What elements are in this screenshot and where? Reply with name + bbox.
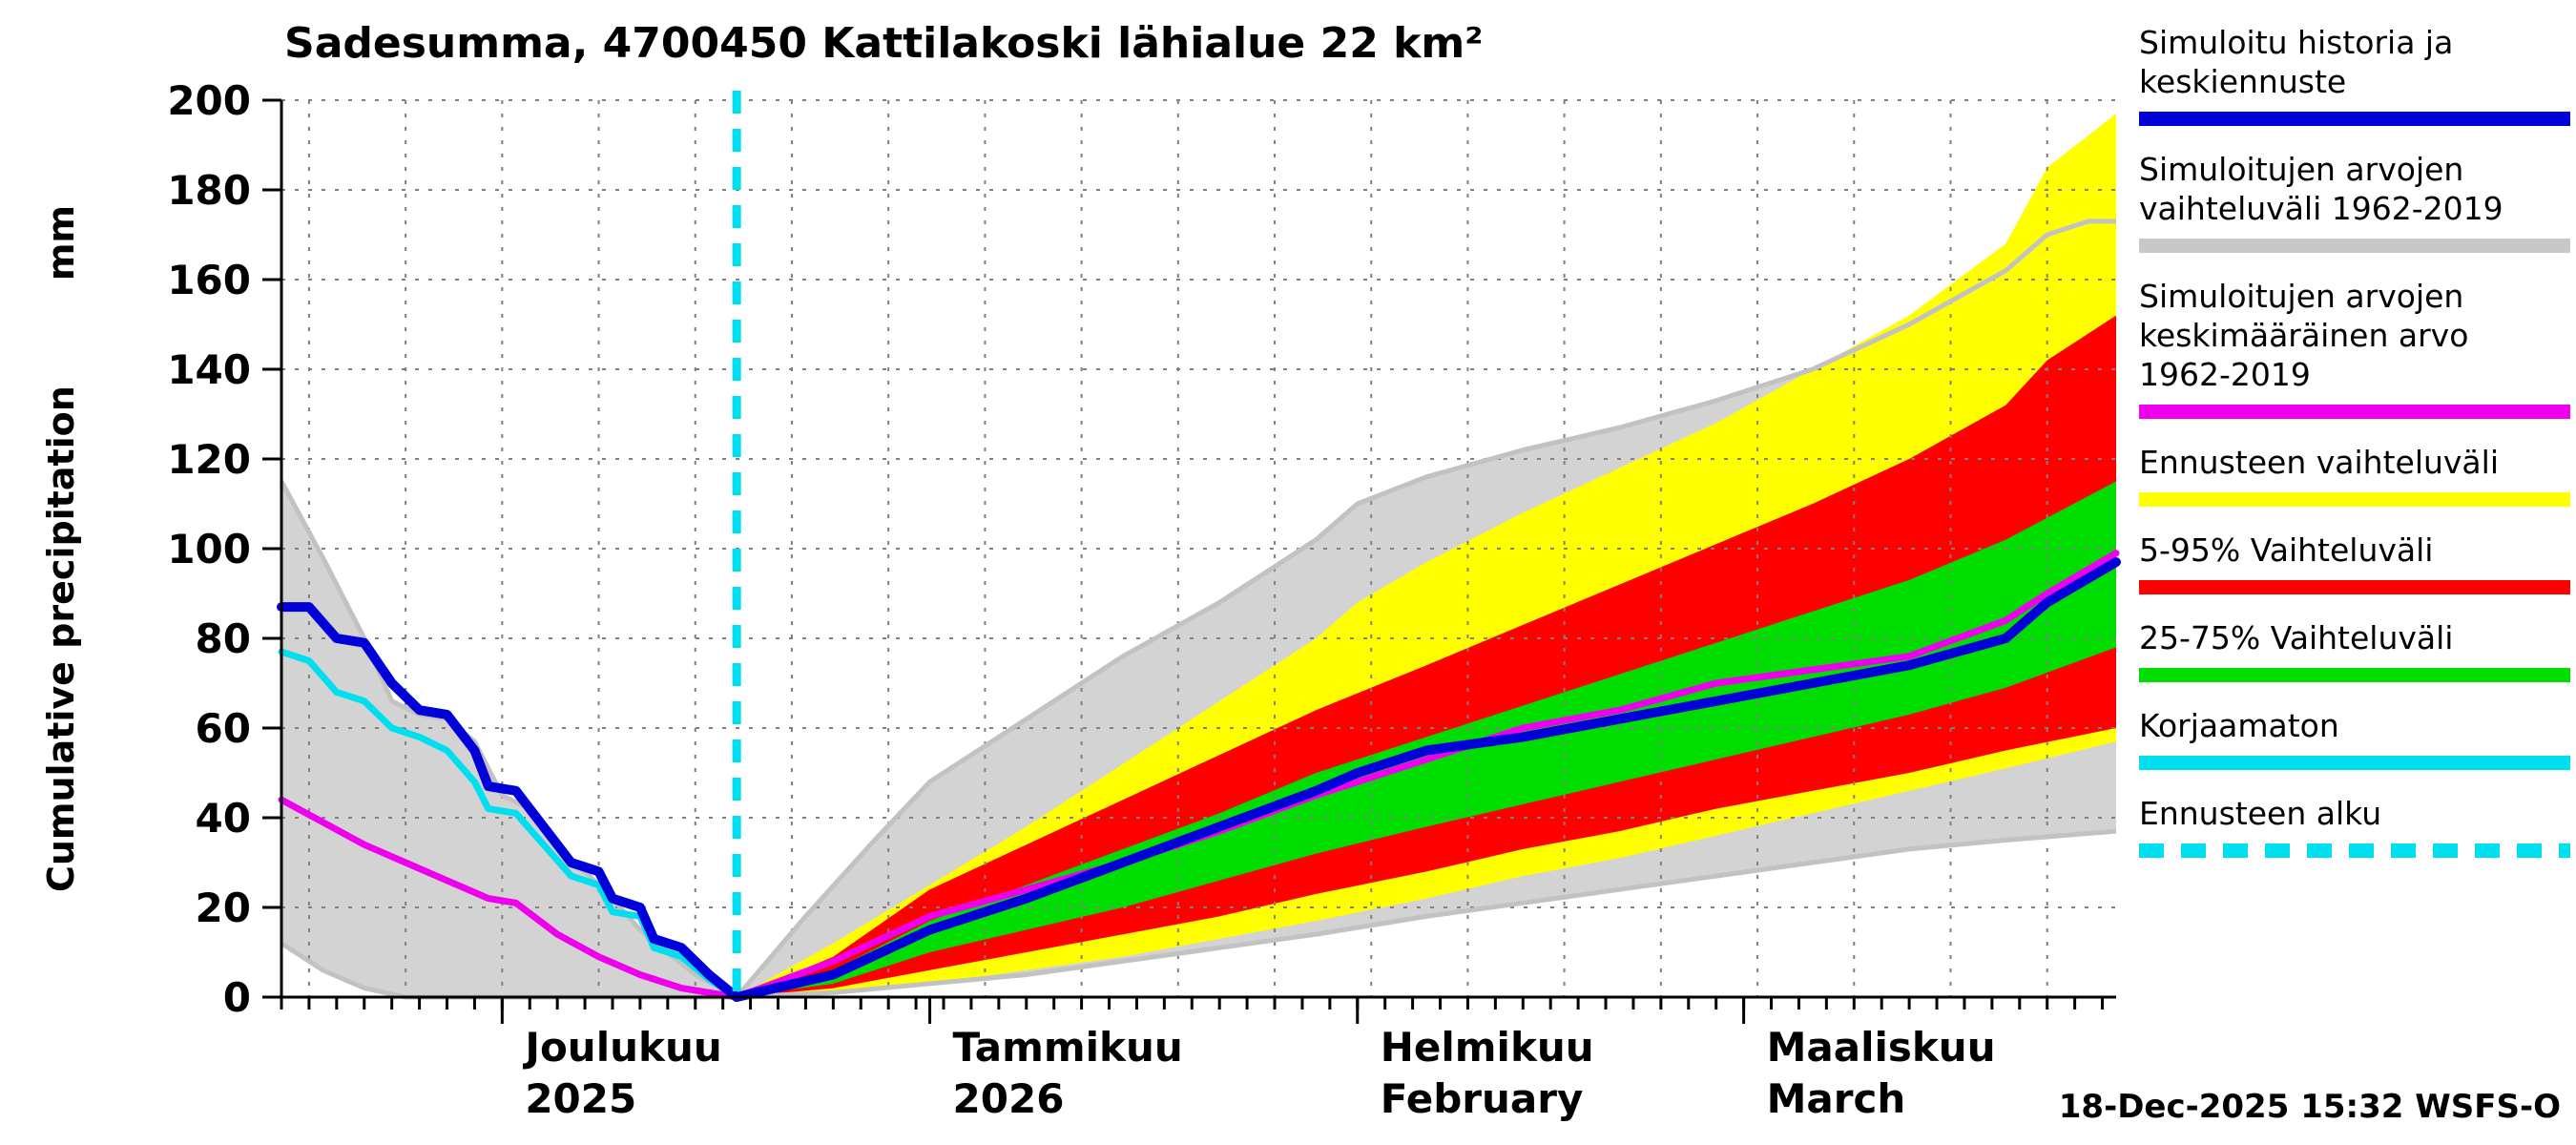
band-range-5-95 [737,315,2116,998]
y-tick-label: 180 [167,167,251,214]
legend-label-simulated-history: Simuloitu historia ja keskiennuste [2139,24,2454,100]
legend-label-range-25-75: 25-75% Vaihteluväli [2139,619,2454,656]
legend-item-simulated-range: Simuloitujen arvojen vaihteluväli 1962-2… [2139,150,2570,253]
line-simulated-mean [278,550,2120,1001]
month-sublabel-2025: 2025 [525,1075,636,1122]
legend-swatch-simulated-history [2139,112,2570,126]
series-lines [277,91,2121,1002]
legend-label-forecast-range: Ennusteen vaihteluväli [2139,444,2499,481]
y-tick-label: 80 [196,615,251,662]
month-sublabel-March: March [1767,1075,1906,1122]
legend-label-simulated-range: Simuloitujen arvojen vaihteluväli 1962-2… [2139,151,2503,227]
legend-label-range-5-95: 5-95% Vaihteluväli [2139,531,2434,569]
legend-swatch-range-5-95 [2139,580,2570,594]
month-label-Helmikuu: Helmikuu [1381,1024,1594,1071]
y-tick-label: 40 [196,795,251,842]
month-sublabel-February: February [1381,1075,1584,1122]
line-simulated-history [277,557,2121,1002]
legend-item-range-25-75: 25-75% Vaihteluväli [2139,618,2570,682]
legend-item-simulated-mean: Simuloitujen arvojen keskimääräinen arvo… [2139,277,2570,419]
y-tick-label: 120 [167,436,251,483]
month-sublabel-2026: 2026 [953,1075,1065,1122]
timestamp: 18-Dec-2025 15:32 WSFS-O [2058,1088,2561,1126]
legend-item-range-5-95: 5-95% Vaihteluväli [2139,531,2570,594]
gridlines [281,99,2116,997]
month-label-Tammikuu: Tammikuu [953,1024,1183,1071]
legend-swatch-forecast-start [2139,843,2570,858]
legend-swatch-forecast-range [2139,492,2570,507]
line-uncorrected [278,648,740,1001]
month-label-Maaliskuu: Maaliskuu [1767,1024,1996,1071]
legend-item-uncorrected: Korjaamaton [2139,706,2570,770]
legend-label-forecast-start: Ennusteen alku [2139,795,2382,832]
y-tick-label: 60 [196,705,251,752]
legend-swatch-range-25-75 [2139,668,2570,682]
legend-label-simulated-mean: Simuloitujen arvojen keskimääräinen arvo… [2139,278,2469,393]
month-label-Joulukuu: Joulukuu [522,1024,721,1071]
y-tick-label: 0 [223,974,251,1021]
legend-item-forecast-start: Ennusteen alku [2139,794,2570,858]
legend-item-forecast-range: Ennusteen vaihteluväli [2139,443,2570,507]
y-tick-label: 20 [196,885,251,931]
legend-label-uncorrected: Korjaamaton [2139,707,2339,744]
y-tick-label: 200 [167,77,251,124]
y-tick-label: 140 [167,346,251,393]
chart-title: Sadesumma, 4700450 Kattilakoski lähialue… [284,19,1484,68]
bands [281,114,2116,998]
legend-swatch-uncorrected [2139,756,2570,770]
legend-swatch-simulated-mean [2139,405,2570,419]
axes [262,98,2116,1024]
band-range-25-75 [737,481,2116,997]
legend-swatch-simulated-range [2139,239,2570,253]
legend-item-simulated-history: Simuloitu historia ja keskiennuste [2139,23,2570,126]
legend: Simuloitu historia ja keskiennuste Simulo… [2139,23,2570,882]
y-tick-label: 100 [167,526,251,572]
y-tick-label: 160 [167,257,251,303]
